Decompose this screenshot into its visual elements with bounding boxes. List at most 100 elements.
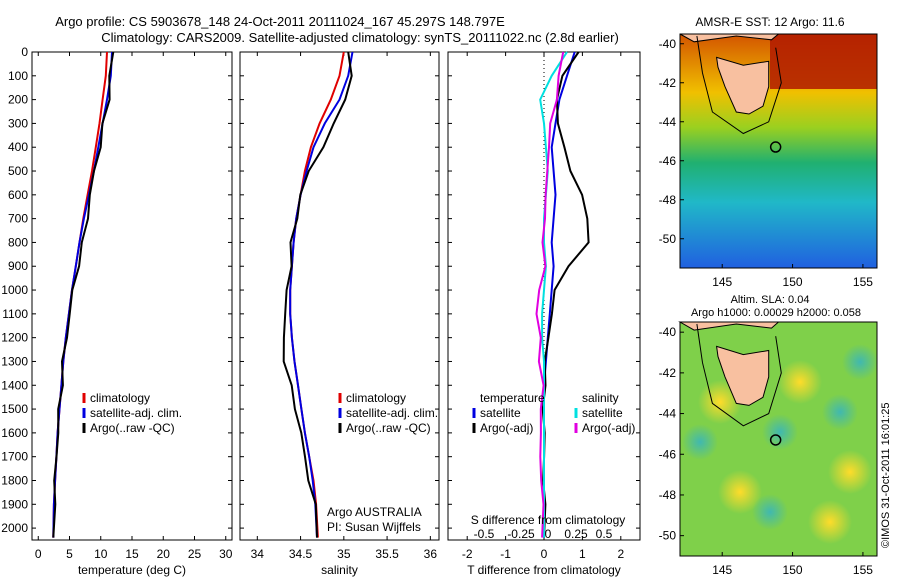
sla-high-anomaly (718, 470, 762, 514)
y-tick-label: 100 (8, 69, 28, 83)
salinity-series-argo (282, 51, 353, 538)
y-tick-label: 1400 (1, 378, 28, 392)
sal-legend-label: climatology (346, 391, 406, 405)
sla-map-x-tick-label: 150 (783, 563, 803, 577)
temp-legend-label: Argo(..raw -QC) (90, 421, 175, 435)
sst-map-title: AMSR-E SST: 12 Argo: 11.6 (695, 15, 845, 29)
sal-legend-label: satellite-adj. clim. (346, 406, 438, 420)
sla-map-y-tick-label: -42 (659, 366, 677, 380)
sla-high-anomaly (828, 450, 872, 494)
y-tick-label: 200 (8, 93, 28, 107)
sst-map-y-tick-label: -40 (659, 37, 677, 51)
difference-x-tick-label: -1 (500, 547, 511, 561)
difference-series-s-argo (535, 51, 565, 538)
y-tick-label: 1700 (1, 450, 28, 464)
sst-map-y-tick-label: -42 (659, 76, 677, 90)
sla-map-y-tick-label: -46 (659, 447, 677, 461)
sla-low-anomaly (822, 394, 858, 430)
y-tick-label: 2000 (1, 521, 28, 535)
sla-map-y-tick-label: -44 (659, 407, 677, 421)
difference-x-tick-label: 2 (617, 547, 624, 561)
y-tick-label: 1500 (1, 402, 28, 416)
sal-legend-label: Argo(..raw -QC) (346, 421, 431, 435)
temp-legend-label: climatology (90, 391, 150, 405)
sla-low-anomaly (762, 414, 798, 450)
sst-map-x-tick-label: 155 (853, 275, 873, 289)
temperature-x-tick-label: 0 (35, 547, 42, 561)
sst-map-y-tick-label: -46 (659, 154, 677, 168)
temperature-x-axis-label: temperature (deg C) (78, 563, 186, 577)
salinity-x-axis-label: salinity (321, 563, 358, 577)
sla-map-y-tick-label: -48 (659, 488, 677, 502)
temperature-x-tick-label: 20 (157, 547, 171, 561)
y-tick-label: 600 (8, 188, 28, 202)
y-tick-label: 500 (8, 164, 28, 178)
sst-map-y-tick-label: -50 (659, 232, 677, 246)
sla-high-anomaly (808, 500, 852, 544)
salinity-x-tick-label: 35 (337, 547, 351, 561)
sla-high-anomaly (778, 360, 822, 404)
salinity-series-satellite (289, 51, 354, 538)
diff-top-tick-label: -0.5 (474, 527, 495, 541)
sla-map-title-line-1: Altim. SLA: 0.04 (731, 294, 810, 306)
argo-float-marker (769, 141, 782, 153)
y-tick-label: 800 (8, 235, 28, 249)
tasmania-land (715, 56, 770, 115)
bathymetry-contour (696, 35, 782, 135)
sla-map-y-tick-label: -40 (659, 325, 677, 339)
pi-annotation: PI: Susan Wijffels (327, 520, 421, 534)
temperature-x-tick-label: 5 (66, 547, 73, 561)
sst-map-y-tick-label: -48 (659, 193, 677, 207)
difference-x-axis-label: T difference from climatology (467, 563, 621, 577)
sla-map-y-tick-label: -50 (659, 529, 677, 543)
bathymetry-contour (696, 323, 782, 427)
temperature-series-argo (52, 51, 115, 538)
diff-top-axis-label: S difference from climatology (471, 513, 626, 527)
argo-annotation: Argo AUSTRALIA (327, 505, 422, 519)
diff-top-tick-label: 0.25 (564, 527, 588, 541)
diff-top-tick-label: 0 (545, 527, 552, 541)
copyright-label: ©IMOS 31-Oct-2011 16:01:25 (880, 402, 892, 548)
difference-series-s-satellite (539, 51, 568, 538)
sla-map-title-line-2: Argo h1000: 0.00029 h2000: 0.058 (691, 307, 861, 319)
sla-map-x-tick-label: 155 (853, 563, 873, 577)
tasmania-land (715, 345, 770, 406)
difference-x-tick-label: 1 (579, 547, 586, 561)
y-tick-label: 700 (8, 212, 28, 226)
y-tick-label: 1200 (1, 331, 28, 345)
y-tick-label: 1000 (1, 283, 28, 297)
sst-map-x-tick-label: 145 (712, 275, 732, 289)
diff-top-tick-label: 0.5 (596, 527, 613, 541)
diff-top-tick-label: -0.25 (507, 527, 535, 541)
y-tick-label: 1100 (2, 307, 28, 321)
sla-low-anomaly (752, 494, 788, 530)
diff-t-legend-label: Argo(-adj) (480, 421, 533, 435)
temp-legend-label: satellite-adj. clim. (90, 406, 182, 420)
sst-map-frame (679, 33, 878, 269)
difference-x-tick-label: -2 (462, 547, 473, 561)
y-tick-label: 300 (8, 116, 28, 130)
sla-map-frame (679, 321, 878, 557)
warm-water-region (770, 34, 877, 89)
sla-low-anomaly (682, 424, 718, 460)
temperature-x-tick-label: 30 (219, 547, 233, 561)
diff-t-legend-label: temperature (480, 391, 545, 405)
diff-s-legend-label: Argo(-adj) (582, 421, 635, 435)
y-tick-label: 1800 (1, 473, 28, 487)
y-tick-label: 400 (8, 140, 28, 154)
chart-title-line-1: Argo profile: CS 5903678_148 24-Oct-2011… (55, 14, 505, 29)
diff-t-legend-label: satellite (480, 406, 521, 420)
difference-x-tick-label: 0 (541, 547, 548, 561)
y-tick-label: 1600 (1, 426, 28, 440)
salinity-x-tick-label: 35.5 (375, 547, 399, 561)
y-tick-label: 900 (8, 259, 28, 273)
temperature-x-tick-label: 15 (125, 547, 139, 561)
chart-title-line-2: Climatology: CARS2009. Satellite-adjuste… (101, 30, 619, 45)
y-tick-label: 1300 (1, 354, 28, 368)
salinity-frame (239, 51, 440, 541)
salinity-x-tick-label: 36 (424, 547, 438, 561)
diff-s-legend-label: salinity (582, 391, 619, 405)
y-tick-label: 1900 (1, 497, 28, 511)
diff-s-legend-label: satellite (582, 406, 623, 420)
